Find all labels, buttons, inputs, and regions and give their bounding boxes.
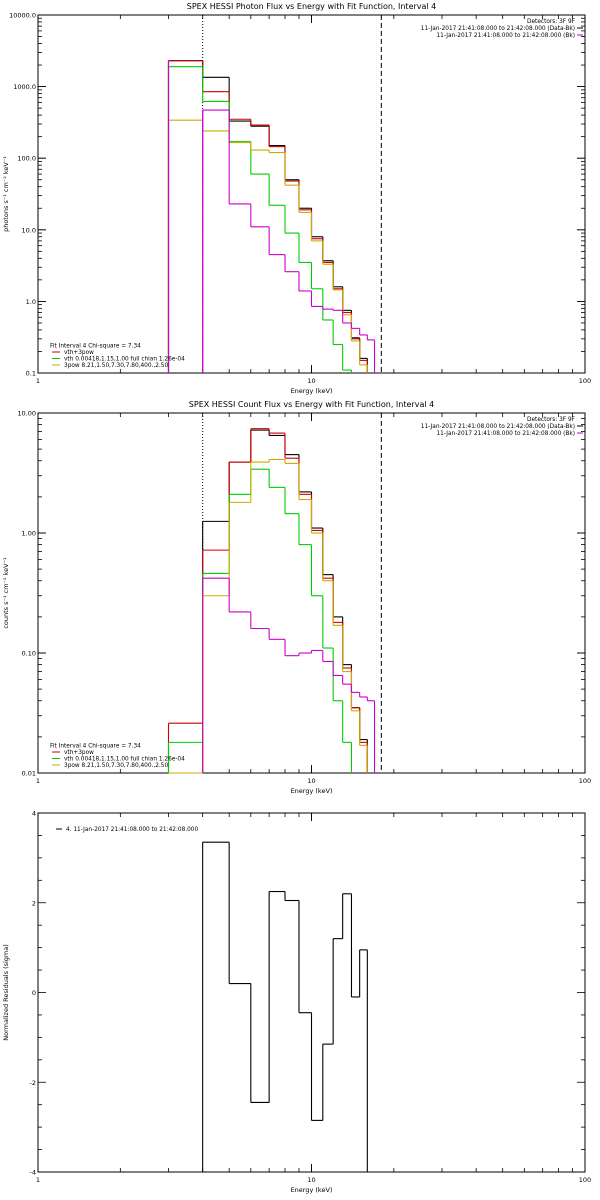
y-tick-label: -2 xyxy=(30,1079,36,1087)
x-tick-label: 1 xyxy=(36,377,40,385)
legend-entry: 4. 11-Jan-2017 21:41:08.000 to 21:42:08.… xyxy=(66,827,198,833)
plot-area xyxy=(37,14,586,374)
series-4 xyxy=(167,119,368,373)
y-tick-label: -4 xyxy=(30,1169,36,1177)
y-tick-label: 2 xyxy=(32,899,36,907)
series-3 xyxy=(167,468,353,773)
x-axis-label: Energy (keV) xyxy=(291,787,333,795)
legend-entry: 3pow 8.21,1.50,7.30,7.80,400.,2.50 xyxy=(64,363,168,369)
chart-panel-2: SPEX HESSI Count Flux vs Energy with Fit… xyxy=(2,400,591,795)
series-1 xyxy=(167,60,368,373)
legend-entry: 11-Jan-2017 21:41:08.000 to 21:42:08.000… xyxy=(421,26,575,32)
y-tick-label: 0 xyxy=(32,989,36,997)
y-tick-label: 100.0 xyxy=(17,155,36,163)
chart-panel-3: 1 10 100 -4 -2 0 2 4 Energy (keV) Normalized Resi… xyxy=(2,810,591,1195)
series-5 xyxy=(202,577,376,773)
y-tick-label: 10.0 xyxy=(22,226,36,234)
x-tick-label: 10 xyxy=(307,377,315,385)
legend-entry: Detectors: 3F 9F xyxy=(527,417,575,423)
y-tick-label: 10.00 xyxy=(17,410,36,418)
series-2 xyxy=(167,428,368,773)
y-axis-label: photons s⁻¹ cm⁻² keV⁻¹ xyxy=(2,156,10,232)
y-tick-label: 1.0 xyxy=(26,298,36,306)
series-4 xyxy=(168,458,368,774)
y-tick-label: 1.00 xyxy=(22,530,36,538)
legend-entry: Detectors: 3F 9F xyxy=(527,19,575,25)
legend-entry: 11-Jan-2017 21:41:08.000 to 21:42:08.000… xyxy=(436,431,575,437)
series-2 xyxy=(167,60,368,373)
x-tick-label: 100 xyxy=(579,377,591,385)
legend-entry: vth 0.00418,1.15,1.00 full chian 1.26e-0… xyxy=(64,357,185,363)
y-tick-label: 10000.0 xyxy=(9,12,36,20)
chart-title: SPEX HESSI Photon Flux vs Energy with Fi… xyxy=(187,2,437,11)
legend-header: Fit Interval 4 Chi-square = 7.34 xyxy=(50,344,141,350)
legend-header: Fit Interval 4 Chi-square = 7.34 xyxy=(50,744,141,750)
legend-entry: vth+3pow xyxy=(64,350,94,356)
y-tick-label: 0.10 xyxy=(22,650,36,658)
legend-entry: 11-Jan-2017 21:41:08.000 to 21:42:08.000… xyxy=(436,33,575,39)
x-tick-label: 10 xyxy=(307,777,315,785)
y-tick-label: 0.1 xyxy=(26,370,36,378)
x-tick-label: 100 xyxy=(579,1176,591,1184)
series-1 xyxy=(168,429,368,774)
y-axis-label: Normalized Residuals (sigma) xyxy=(2,944,10,1041)
series-3 xyxy=(167,66,353,373)
legend-entry: vth+3pow xyxy=(64,750,94,756)
chart-title: SPEX HESSI Count Flux vs Energy with Fit… xyxy=(189,400,434,409)
x-tick-label: 100 xyxy=(579,777,591,785)
legend-entry: 11-Jan-2017 21:41:08.000 to 21:42:08.000… xyxy=(421,424,575,430)
x-tick-label: 10 xyxy=(307,1176,315,1184)
legend-entry: 3pow 8.21,1.50,7.30,7.80,400.,2.50 xyxy=(64,763,168,769)
legend-entry: vth 0.00418,1.15,1.00 full chian 1.26e-0… xyxy=(64,757,185,763)
chart-panel-1: SPEX HESSI Photon Flux vs Energy with Fi… xyxy=(2,2,591,395)
series-5 xyxy=(202,109,376,373)
y-tick-label: 4 xyxy=(32,810,36,818)
x-axis-label: Energy (keV) xyxy=(291,387,333,395)
y-axis-label: counts s⁻¹ cm⁻² keV⁻¹ xyxy=(2,557,10,629)
x-axis-label: Energy (keV) xyxy=(291,1186,333,1194)
y-tick-label: 0.01 xyxy=(22,770,36,778)
x-tick-label: 1 xyxy=(36,777,40,785)
x-tick-label: 1 xyxy=(36,1176,40,1184)
y-tick-label: 1000.0 xyxy=(13,83,36,91)
series-1 xyxy=(202,841,368,1121)
